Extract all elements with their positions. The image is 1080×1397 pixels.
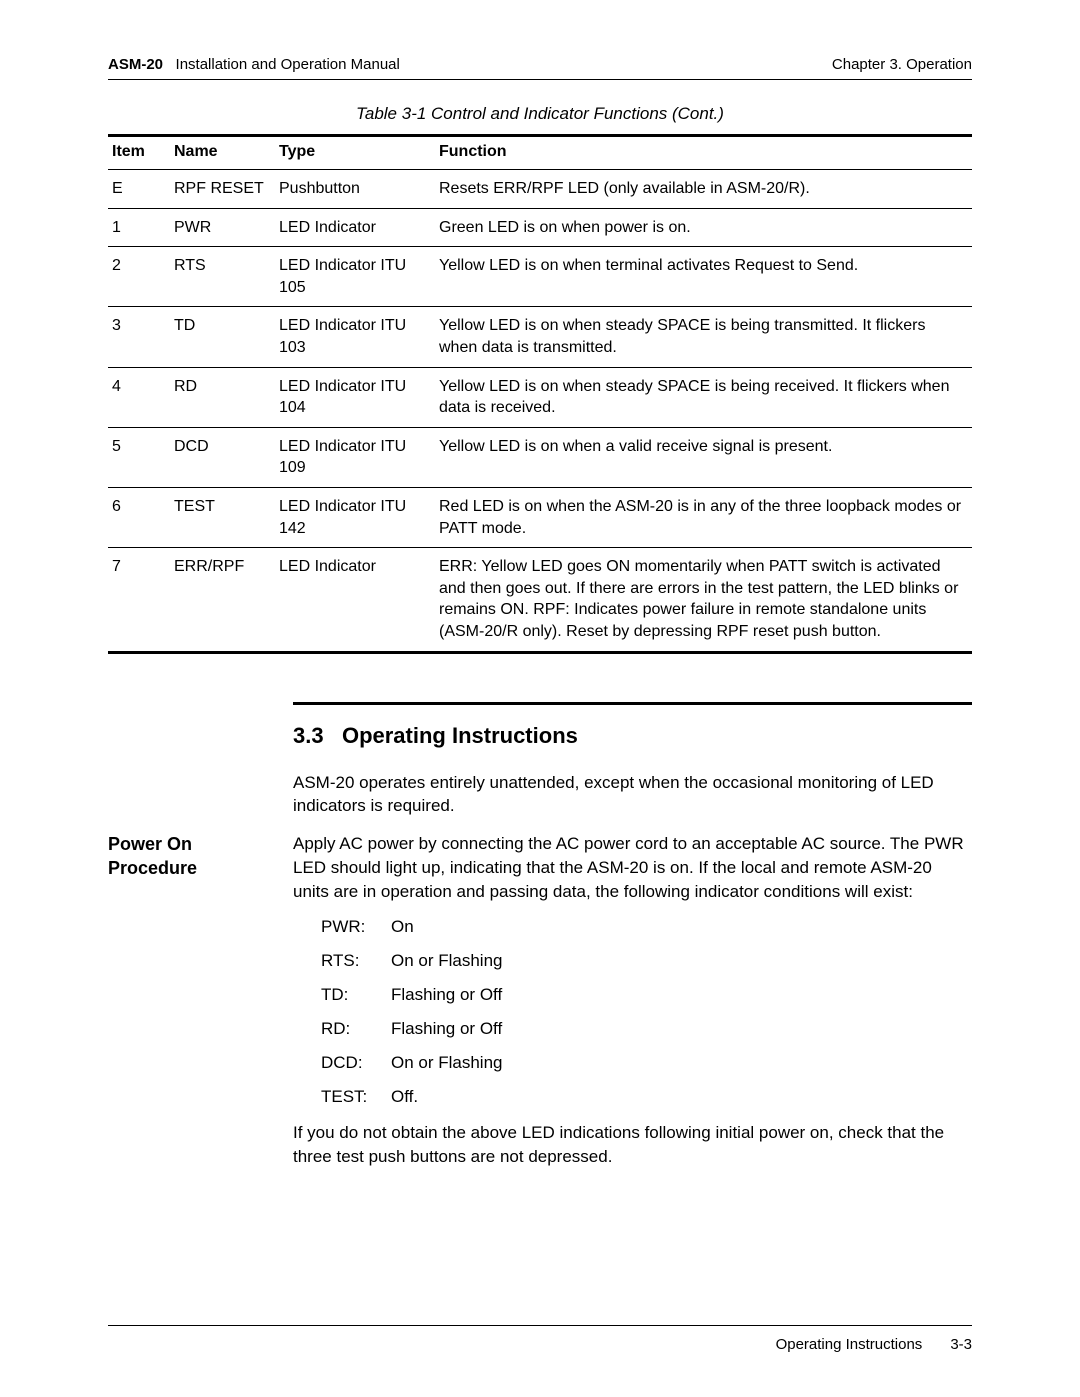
product-code: ASM-20: [108, 56, 163, 73]
manual-title: [167, 56, 175, 73]
indicator-list: PWR: On RTS: On or Flashing TD: Flashing…: [321, 917, 972, 1107]
indicator-value: On or Flashing: [391, 1053, 503, 1073]
cell-type: Pushbutton: [275, 170, 435, 209]
col-header-name: Name: [170, 136, 275, 170]
closing-text: If you do not obtain the above LED indic…: [293, 1121, 972, 1169]
section-title: Operating Instructions: [342, 723, 578, 748]
cell-name: DCD: [170, 427, 275, 487]
section-operating-instructions: 3.3 Operating Instructions ASM-20 operat…: [293, 702, 972, 1184]
indicator-value: Off.: [391, 1087, 418, 1107]
cell-function: Green LED is on when power is on.: [435, 208, 972, 247]
indicator-row: TD: Flashing or Off: [321, 985, 972, 1005]
table-row: E RPF RESET Pushbutton Resets ERR/RPF LE…: [108, 170, 972, 209]
cell-name: TD: [170, 307, 275, 367]
power-on-block: Power On Procedure Apply AC power by con…: [293, 832, 972, 1183]
page-footer: Operating Instructions 3-3: [108, 1325, 972, 1353]
cell-type: LED Indicator ITU 105: [275, 247, 435, 307]
col-header-function: Function: [435, 136, 972, 170]
cell-function: Yellow LED is on when steady SPACE is be…: [435, 307, 972, 367]
indicator-label: PWR:: [321, 917, 391, 937]
indicator-row: RTS: On or Flashing: [321, 951, 972, 971]
cell-name: RTS: [170, 247, 275, 307]
cell-function: Resets ERR/RPF LED (only available in AS…: [435, 170, 972, 209]
indicator-label: TEST:: [321, 1087, 391, 1107]
table-caption: Table 3-1 Control and Indicator Function…: [108, 104, 972, 124]
footer-section: Operating Instructions: [776, 1336, 923, 1353]
table-row: 6 TEST LED Indicator ITU 142 Red LED is …: [108, 487, 972, 547]
section-number: 3.3: [293, 723, 324, 748]
cell-name: RPF RESET: [170, 170, 275, 209]
cell-type: LED Indicator: [275, 208, 435, 247]
indicator-row: RD: Flashing or Off: [321, 1019, 972, 1039]
cell-item: 5: [108, 427, 170, 487]
cell-name: PWR: [170, 208, 275, 247]
manual-title-text: Installation and Operation Manual: [176, 56, 400, 73]
cell-item: 2: [108, 247, 170, 307]
indicator-label: RTS:: [321, 951, 391, 971]
cell-name: TEST: [170, 487, 275, 547]
cell-function: ERR: Yellow LED goes ON momentarily when…: [435, 548, 972, 652]
cell-item: 1: [108, 208, 170, 247]
cell-name: ERR/RPF: [170, 548, 275, 652]
cell-type: LED Indicator: [275, 548, 435, 652]
cell-type: LED Indicator ITU 103: [275, 307, 435, 367]
col-header-item: Item: [108, 136, 170, 170]
page-header: ASM-20 Installation and Operation Manual…: [108, 56, 972, 80]
power-on-main: Apply AC power by connecting the AC powe…: [293, 832, 972, 1183]
table-row: 2 RTS LED Indicator ITU 105 Yellow LED i…: [108, 247, 972, 307]
table-row: 3 TD LED Indicator ITU 103 Yellow LED is…: [108, 307, 972, 367]
indicator-value: On: [391, 917, 414, 937]
cell-function: Yellow LED is on when steady SPACE is be…: [435, 367, 972, 427]
indicator-value: Flashing or Off: [391, 985, 502, 1005]
cell-type: LED Indicator ITU 104: [275, 367, 435, 427]
indicator-label: TD:: [321, 985, 391, 1005]
section-heading: 3.3 Operating Instructions: [293, 723, 972, 749]
cell-item: 3: [108, 307, 170, 367]
indicator-row: TEST: Off.: [321, 1087, 972, 1107]
footer-page: 3-3: [950, 1336, 972, 1353]
table-row: 5 DCD LED Indicator ITU 109 Yellow LED i…: [108, 427, 972, 487]
table-body: E RPF RESET Pushbutton Resets ERR/RPF LE…: [108, 170, 972, 653]
cell-function: Yellow LED is on when a valid receive si…: [435, 427, 972, 487]
power-on-intro: Apply AC power by connecting the AC powe…: [293, 832, 972, 903]
table-row: 4 RD LED Indicator ITU 104 Yellow LED is…: [108, 367, 972, 427]
cell-name: RD: [170, 367, 275, 427]
cell-item: E: [108, 170, 170, 209]
control-indicator-table: Item Name Type Function E RPF RESET Push…: [108, 134, 972, 654]
indicator-label: DCD:: [321, 1053, 391, 1073]
side-heading: Power On Procedure: [108, 832, 293, 1183]
section-intro: ASM-20 operates entirely unattended, exc…: [293, 771, 972, 819]
cell-type: LED Indicator ITU 109: [275, 427, 435, 487]
cell-function: Yellow LED is on when terminal activates…: [435, 247, 972, 307]
header-left: ASM-20 Installation and Operation Manual: [108, 56, 400, 73]
table-row: 1 PWR LED Indicator Green LED is on when…: [108, 208, 972, 247]
cell-item: 6: [108, 487, 170, 547]
indicator-value: On or Flashing: [391, 951, 503, 971]
indicator-label: RD:: [321, 1019, 391, 1039]
table-row: 7 ERR/RPF LED Indicator ERR: Yellow LED …: [108, 548, 972, 652]
indicator-row: DCD: On or Flashing: [321, 1053, 972, 1073]
indicator-row: PWR: On: [321, 917, 972, 937]
cell-function: Red LED is on when the ASM-20 is in any …: [435, 487, 972, 547]
cell-item: 4: [108, 367, 170, 427]
indicator-value: Flashing or Off: [391, 1019, 502, 1039]
chapter-label: Chapter 3. Operation: [832, 56, 972, 73]
col-header-type: Type: [275, 136, 435, 170]
cell-type: LED Indicator ITU 142: [275, 487, 435, 547]
cell-item: 7: [108, 548, 170, 652]
